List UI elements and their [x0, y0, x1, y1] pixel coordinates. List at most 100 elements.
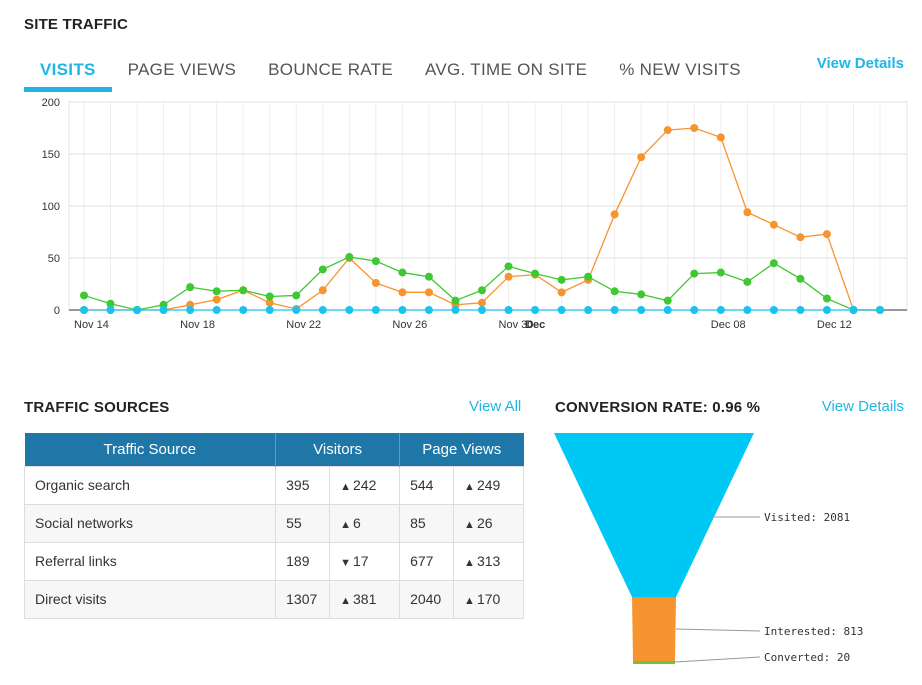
data-point[interactable]	[478, 306, 486, 314]
data-point[interactable]	[345, 306, 354, 314]
data-point[interactable]	[716, 268, 725, 277]
data-point[interactable]	[478, 286, 486, 295]
data-point[interactable]	[663, 306, 672, 314]
data-point[interactable]	[557, 275, 566, 284]
data-point[interactable]	[531, 306, 540, 314]
page-views-cell: 544	[399, 465, 455, 505]
data-point[interactable]	[239, 306, 248, 314]
data-point[interactable]	[371, 306, 380, 314]
data-point[interactable]	[318, 265, 327, 274]
data-point[interactable]	[504, 272, 513, 281]
tab-page-views[interactable]: PAGE VIEWS	[127, 60, 237, 79]
data-point[interactable]	[345, 252, 354, 261]
source-cell: Social networks	[23, 503, 277, 543]
data-point[interactable]	[318, 286, 327, 295]
data-point[interactable]	[504, 306, 513, 314]
header-page-views[interactable]: Page Views	[399, 433, 524, 466]
header-visitors[interactable]: Visitors	[275, 433, 401, 466]
tab-bounce-rate[interactable]: BOUNCE RATE	[268, 60, 393, 79]
data-point[interactable]	[504, 262, 513, 271]
data-point[interactable]	[159, 306, 168, 314]
data-point[interactable]	[318, 306, 327, 314]
data-point[interactable]	[743, 306, 752, 314]
data-point[interactable]	[663, 126, 672, 135]
data-point[interactable]	[80, 306, 88, 314]
data-point[interactable]	[451, 306, 460, 314]
data-point[interactable]	[212, 306, 221, 314]
tab-avg-time-on-site[interactable]: AVG. TIME ON SITE	[425, 60, 588, 79]
data-point[interactable]	[796, 306, 805, 314]
data-point[interactable]	[796, 274, 805, 283]
data-point[interactable]	[796, 233, 805, 242]
data-point[interactable]	[876, 306, 884, 314]
data-point[interactable]	[822, 230, 831, 239]
funnel-label: Converted: 20	[764, 651, 850, 664]
data-point[interactable]	[637, 290, 646, 299]
funnel-stage-visited[interactable]	[554, 433, 754, 597]
data-point[interactable]	[663, 296, 672, 305]
data-point[interactable]	[769, 220, 778, 229]
data-point[interactable]	[424, 288, 433, 297]
data-point[interactable]	[106, 299, 115, 308]
data-point[interactable]	[769, 259, 778, 268]
data-point[interactable]	[265, 292, 274, 301]
traffic-sources-view-all-link[interactable]: View All	[469, 398, 522, 415]
table-header-row: Traffic Source Visitors Page Views	[24, 433, 524, 466]
funnel-stage-converted[interactable]	[633, 661, 675, 664]
data-point[interactable]	[690, 124, 699, 132]
data-point[interactable]	[292, 306, 301, 314]
data-point[interactable]	[610, 306, 619, 314]
data-point[interactable]	[371, 278, 380, 287]
data-point[interactable]	[212, 295, 221, 304]
data-point[interactable]	[716, 306, 725, 314]
data-point[interactable]	[690, 306, 699, 314]
data-point[interactable]	[716, 133, 725, 142]
data-point[interactable]	[690, 269, 699, 278]
data-point[interactable]	[822, 294, 831, 303]
tab-new-visits[interactable]: % NEW VISITS	[619, 60, 741, 79]
data-point[interactable]	[557, 306, 566, 314]
data-point[interactable]	[186, 306, 195, 314]
data-point[interactable]	[451, 296, 460, 305]
data-point[interactable]	[637, 306, 646, 314]
header-traffic-source[interactable]: Traffic Source	[24, 433, 277, 466]
traffic-sources-table: Traffic Source Visitors Page Views Organ…	[23, 433, 524, 619]
data-point[interactable]	[531, 269, 540, 278]
arrow-up-icon: ▲	[464, 557, 475, 569]
y-tick-label: 150	[42, 149, 60, 161]
data-point[interactable]	[743, 277, 752, 286]
data-point[interactable]	[424, 306, 433, 314]
tab-visits[interactable]: VISITS	[24, 54, 112, 92]
data-point[interactable]	[743, 208, 752, 217]
data-point[interactable]	[610, 210, 619, 219]
data-point[interactable]	[398, 268, 407, 277]
data-point[interactable]	[822, 306, 831, 314]
data-point[interactable]	[637, 153, 646, 162]
arrow-up-icon: ▲	[464, 481, 475, 493]
data-point[interactable]	[239, 286, 248, 295]
data-point[interactable]	[398, 288, 407, 297]
data-point[interactable]	[265, 298, 274, 307]
data-point[interactable]	[849, 306, 858, 314]
data-point[interactable]	[478, 298, 486, 307]
data-point[interactable]	[424, 272, 433, 281]
data-point[interactable]	[584, 306, 593, 314]
data-point[interactable]	[186, 283, 195, 292]
data-point[interactable]	[769, 306, 778, 314]
site-traffic-view-details-link[interactable]: View Details	[816, 55, 904, 72]
data-point[interactable]	[212, 287, 221, 296]
source-cell: Referral links	[23, 541, 277, 581]
source-cell: Direct visits	[23, 579, 277, 619]
data-point[interactable]	[265, 306, 274, 314]
funnel-stage-interested[interactable]	[632, 597, 676, 661]
data-point[interactable]	[610, 287, 619, 296]
data-point[interactable]	[292, 291, 301, 300]
data-point[interactable]	[133, 306, 142, 314]
conversion-view-details-link[interactable]: View Details	[821, 398, 904, 415]
data-point[interactable]	[371, 257, 380, 266]
data-point[interactable]	[398, 306, 407, 314]
data-point[interactable]	[80, 291, 88, 300]
data-point[interactable]	[557, 288, 566, 297]
data-point[interactable]	[106, 306, 115, 314]
data-point[interactable]	[584, 272, 593, 281]
